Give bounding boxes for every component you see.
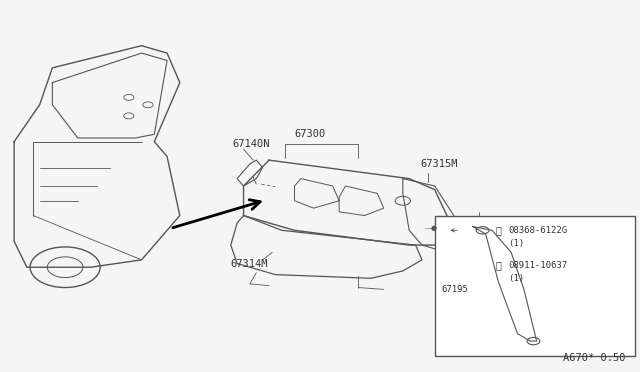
Text: 67300: 67300 (295, 129, 326, 139)
Text: A670* 0.50: A670* 0.50 (563, 353, 626, 363)
Text: 67315M: 67315M (420, 159, 458, 169)
Text: Ⓝ: Ⓝ (495, 260, 501, 270)
Bar (435, 215, 636, 356)
Text: 67140N: 67140N (232, 138, 269, 148)
Text: 67195: 67195 (441, 285, 468, 294)
Text: Ⓢ: Ⓢ (495, 225, 501, 235)
Text: —●: —● (425, 225, 438, 231)
Text: (1): (1) (508, 239, 524, 248)
Text: 67314M: 67314M (231, 259, 268, 269)
Text: (1): (1) (508, 274, 524, 283)
Text: 08911-10637: 08911-10637 (508, 261, 567, 270)
Text: 08368-6122G: 08368-6122G (508, 226, 567, 235)
